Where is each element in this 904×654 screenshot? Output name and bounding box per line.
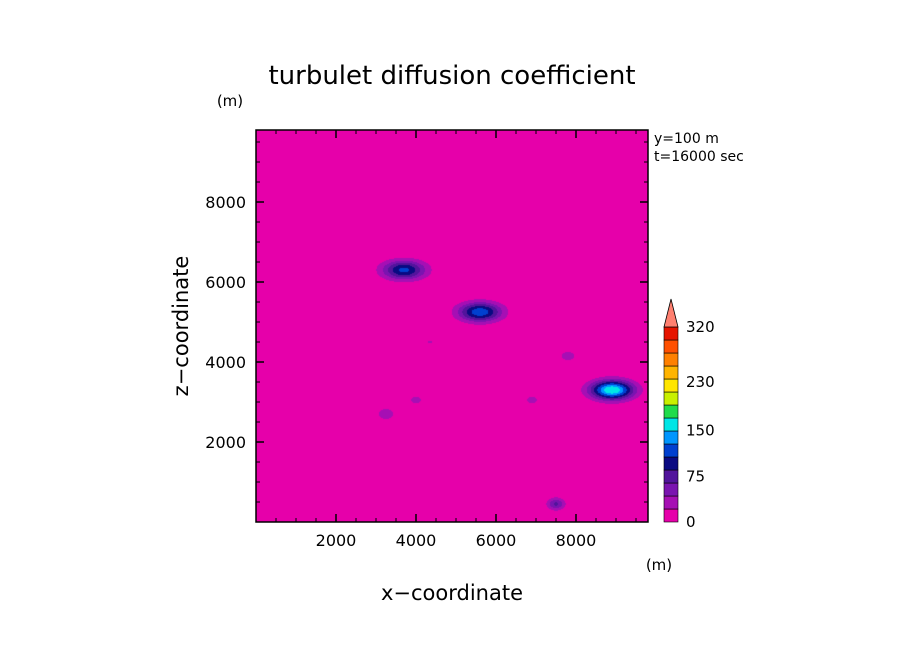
y-axis-label: z−coordinate <box>169 256 193 397</box>
colorbar-tick-label: 0 <box>686 513 696 531</box>
x-axis-ticks: 2000 4000 6000 8000 <box>275 130 637 550</box>
annotation-time: t=16000 sec <box>654 149 744 165</box>
chart-title: turbulet diffusion coefficient <box>268 61 635 91</box>
colorbar-segment <box>663 378 679 393</box>
colorbar-segment <box>663 443 679 458</box>
colorbar-tick-label: 230 <box>686 373 715 391</box>
x-axis-label: x−coordinate <box>381 581 523 605</box>
colorbar-segment <box>663 404 679 419</box>
colorbar-segment <box>663 339 679 354</box>
colorbar-tick-label: 75 <box>686 467 705 485</box>
colorbar-segment <box>663 469 679 484</box>
colorbar-segment <box>663 456 679 471</box>
y-tick-label: 2000 <box>205 433 246 452</box>
colorbar-tick-label: 150 <box>686 422 715 440</box>
colorbar-segment <box>663 326 679 341</box>
y-tick-label: 4000 <box>205 353 246 372</box>
x-tick-label: 2000 <box>316 531 357 550</box>
colorbar: 0 75 150 230 320 <box>663 298 715 531</box>
y-tick-label: 6000 <box>205 273 246 292</box>
x-tick-label: 6000 <box>476 531 517 550</box>
colorbar-segment <box>663 430 679 445</box>
y-axis-ticks: 2000 4000 6000 8000 <box>205 141 648 503</box>
x-tick-label: 8000 <box>556 531 597 550</box>
colorbar-segment <box>663 495 679 510</box>
colorbar-segment <box>663 352 679 367</box>
y-tick-label: 8000 <box>205 193 246 212</box>
colorbar-tick-label: 320 <box>686 318 715 336</box>
x-tick-label: 4000 <box>396 531 437 550</box>
plot-frame <box>255 129 649 523</box>
colorbar-segment <box>663 417 679 432</box>
contour-field <box>256 130 648 522</box>
colorbar-segment <box>663 508 679 523</box>
annotation-y-position: y=100 m <box>654 131 719 147</box>
colorbar-segment <box>663 365 679 380</box>
y-unit-label: (m) <box>217 92 243 110</box>
colorbar-segment <box>663 482 679 497</box>
colorbar-segment <box>663 391 679 406</box>
plot-area <box>255 129 649 523</box>
colorbar-extend-arrow <box>663 298 679 328</box>
x-unit-label: (m) <box>646 556 672 574</box>
